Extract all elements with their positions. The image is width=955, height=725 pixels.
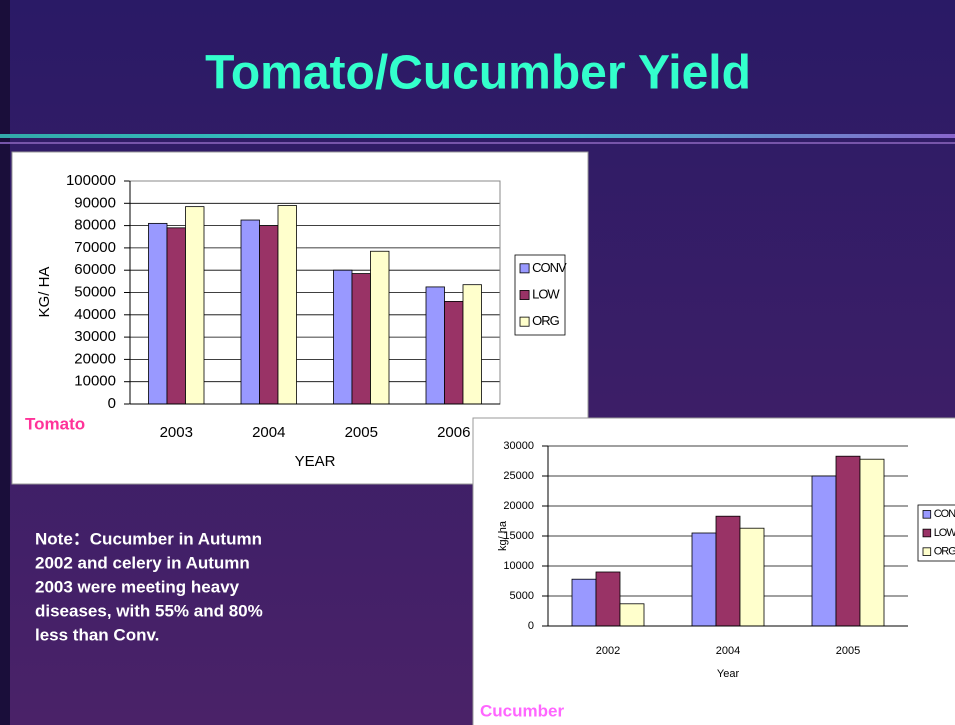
y-tick-label: 70000	[74, 239, 116, 256]
x-tick-label: 2004	[252, 424, 285, 441]
bar	[166, 227, 186, 405]
y-tick-label: 60000	[74, 261, 116, 278]
bar	[333, 269, 353, 405]
y-tick-label: 10000	[74, 373, 116, 390]
y-tick-label: 50000	[74, 283, 116, 300]
y-tick-label: 80000	[74, 217, 116, 234]
cucumber-chart: 0 5000 10000 15000 20000 25000 30000 2002 2004 20…	[472, 417, 955, 725]
bar	[425, 286, 445, 405]
chart-label: Tomato	[25, 414, 85, 433]
note-line: less than Conv.	[35, 625, 159, 644]
bar	[859, 458, 885, 627]
bar	[739, 527, 765, 627]
legend-swatch	[519, 263, 530, 274]
x-axis-label: Year	[717, 668, 740, 680]
note-line: 2003 were meeting heavy	[35, 577, 240, 596]
y-axis-label: kg/ ha	[497, 520, 509, 551]
tomato-chart: 0 10000 20000 30000 40000 50000 60000 70000 8000…	[11, 151, 589, 485]
bar	[619, 603, 645, 627]
bar	[370, 250, 390, 405]
bar	[277, 205, 297, 405]
bar	[185, 206, 205, 405]
legend-label: CONV	[532, 260, 567, 275]
y-tick-label: 5000	[510, 590, 534, 602]
legend-swatch	[922, 547, 932, 556]
legend-swatch	[519, 290, 530, 300]
bar	[351, 273, 371, 405]
legend-label: LOW	[532, 286, 560, 301]
y-tick-label: 20000	[74, 350, 116, 367]
x-tick-label: 2005	[345, 424, 378, 441]
bar	[835, 455, 861, 627]
x-tick-label: 2002	[596, 645, 620, 657]
y-tick-label: 0	[528, 620, 534, 632]
legend-label: ORG	[934, 546, 955, 558]
y-tick-label: 40000	[74, 306, 116, 323]
divider	[0, 134, 955, 138]
x-tick-label: 2004	[716, 645, 740, 657]
legend-label: CONV	[934, 508, 955, 520]
bar	[444, 301, 464, 405]
x-axis-label: YEAR	[295, 453, 336, 470]
bar	[148, 222, 168, 405]
note-line: diseases, with 55% and 80%	[35, 601, 263, 620]
y-tick-label: 20000	[503, 500, 534, 512]
chart-label: Cucumber	[480, 701, 564, 720]
y-tick-label: 10000	[503, 560, 534, 572]
x-tick-label: 2005	[836, 645, 860, 657]
y-tick-label: 30000	[74, 328, 116, 345]
slide-title: Tomato/Cucumber Yield	[205, 47, 751, 100]
note-line: Note：Cucumber in Autumn	[35, 529, 262, 548]
bar	[715, 515, 741, 627]
bar	[240, 219, 260, 405]
legend-label: LOW	[934, 527, 955, 539]
y-tick-label: 0	[108, 395, 116, 412]
note-line: 2002 and celery in Autumn	[35, 553, 250, 572]
bar	[571, 578, 597, 627]
y-tick-label: 15000	[503, 530, 534, 542]
note: Note：Cucumber in Autumn 2002 and celery i…	[35, 529, 263, 644]
y-tick-label: 100000	[66, 172, 116, 189]
divider-thin	[0, 142, 955, 144]
left-border	[0, 0, 10, 725]
y-tick-label: 25000	[503, 470, 534, 482]
bar	[462, 284, 482, 405]
legend-swatch	[922, 510, 932, 519]
x-tick-label: 2006	[437, 424, 470, 441]
legend-label: ORG	[532, 313, 560, 328]
x-tick-label: 2003	[160, 424, 193, 441]
legend-swatch	[519, 316, 530, 327]
bar	[595, 571, 621, 627]
y-tick-label: 90000	[74, 194, 116, 211]
bar	[811, 475, 837, 627]
bar	[691, 532, 717, 627]
y-axis-label: KG/ HA	[36, 267, 53, 318]
y-tick-label: 30000	[503, 440, 534, 452]
legend-swatch	[922, 528, 932, 538]
bar	[259, 225, 279, 405]
